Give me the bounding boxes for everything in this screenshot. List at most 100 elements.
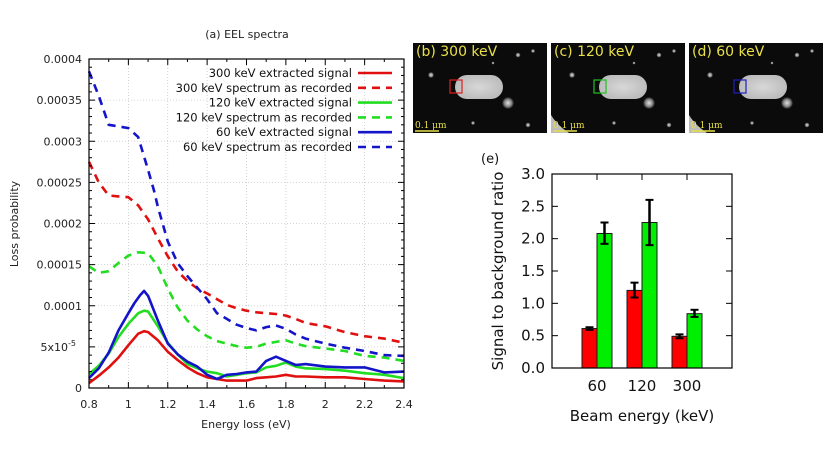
particle [656,52,662,58]
series-line [88,251,405,363]
roi-box [733,79,747,94]
bars [581,198,703,369]
ticks [88,58,405,389]
x-axis-title: Energy loss (eV) [201,418,291,431]
image-label: (d) 60 keV [692,44,765,60]
x-tick-label: 2.4 [395,398,413,411]
legend-label: 300 keV spectrum as recorded [176,81,352,95]
tem-image-panel: (d) 60 keV 0.1 μm [689,43,823,133]
y-axis-title: Loss probability [8,180,21,267]
x-tick-label: 2.2 [356,398,374,411]
y-tick-labels: 0 5x10-5 0.0001 0.00015 0.0002 0.00025 0.0003 0… [37,53,83,395]
bar-y-tick-label: 1.0 [521,294,545,312]
bar-x-tick-label: 300 [673,377,702,395]
series-line [88,309,405,380]
y-tick-label: 0.0002 [44,218,83,231]
x-tick-label: 1 [125,398,132,411]
particle [525,122,531,128]
bar-x-axis-title: Beam energy (keV) [570,407,714,425]
grid [89,59,404,388]
particle [794,52,800,58]
particle [707,72,713,78]
legend-label: 300 keV extracted signal [209,66,352,80]
bar-red-300 [671,335,688,369]
particle [515,52,521,58]
particle-edge [551,115,569,133]
particle [428,72,434,78]
particle [471,121,475,125]
x-tick-label: 1.4 [198,398,216,411]
series-line [88,289,405,381]
legend-label: 120 keV extracted signal [209,96,352,110]
bar-red-120 [626,289,643,369]
particle [750,121,754,125]
y-tick-label: 0.00015 [37,259,83,272]
bar-chart-title: (e) [481,152,499,167]
tem-image-panel: (b) 300 keV 0.1 μm [413,43,547,133]
nanorod [455,75,503,99]
bar-y-tick-label: 2.5 [521,197,545,215]
bar-green-60 [596,232,613,369]
roi-box [593,79,607,94]
nanorod [599,75,647,99]
particle [612,121,616,125]
roi-box [449,79,463,94]
particle [666,122,672,128]
particle [804,122,810,128]
bar-y-tick-label: 1.5 [521,262,545,280]
particle [643,97,655,109]
particle [531,49,535,53]
y-tick-label: 0.0004 [44,53,83,66]
particle [491,61,495,65]
x-tick-label: 2 [322,398,329,411]
bar-y-tick-label: 3.0 [521,165,545,183]
image-label: (c) 120 keV [554,44,634,60]
particle [502,97,514,109]
particle [781,97,793,109]
particle [569,72,575,78]
x-tick-label: 1.6 [238,398,256,411]
x-tick-label: 1.2 [159,398,177,411]
legend-label: 60 keV extracted signal [216,125,352,139]
particle [770,61,774,65]
image-label: (b) 300 keV [416,44,498,60]
particle [672,49,676,53]
scale-bar-label: 0.1 μm [691,121,723,131]
legend-label: 60 keV spectrum as recorded [183,140,352,154]
bar-y-tick-label: 0.5 [521,327,545,345]
y-tick-label: 0.00025 [37,176,83,189]
bar-x-tick-label: 60 [587,377,606,395]
x-tick-label: 0.8 [80,398,98,411]
x-tick-label: 1.8 [277,398,295,411]
signal-background-bar-chart: (e) 0.0 0.5 1.0 1.5 2.0 2.5 3.0 60 120 300 Beam … [481,152,733,425]
particle [810,49,814,53]
x-tick-labels: 0.8 1 1.2 1.4 1.6 1.8 2 2.2 2.4 [80,398,413,411]
legend-label: 120 keV spectrum as recorded [176,110,352,124]
tem-image-panel: (c) 120 keV 0.1 μm [551,43,685,133]
bar-y-tick-labels: 0.0 0.5 1.0 1.5 2.0 2.5 3.0 [521,165,545,377]
bar-green-300 [686,313,703,369]
particle-edge [689,115,707,133]
bar-red-60 [581,328,598,369]
scale-bar-label: 0.1 μm [415,121,447,131]
bar-y-tick-label: 2.0 [521,230,545,248]
bar-ticks [552,173,732,369]
y-tick-label: 5x10-5 [41,339,77,354]
eel-spectra-chart: (a) EEL spectra 0.8 1 1.2 1.4 1.6 1.8 2 2.2 2.4 … [8,28,413,431]
series-line [87,70,405,358]
y-tick-label: 0.0003 [44,135,83,148]
bar-x-tick-labels: 60 120 300 [587,377,701,395]
series-group [87,70,405,385]
nanorod [739,75,787,99]
series-line [87,161,405,345]
y-tick-label: 0.00035 [37,94,83,107]
bar-y-axis-title: Signal to background ratio [489,172,507,371]
chart-title: (a) EEL spectra [205,28,288,41]
bar-y-tick-label: 0.0 [521,359,545,377]
particle [632,61,636,65]
y-tick-label: 0 [75,382,82,395]
bar-x-tick-label: 120 [628,377,657,395]
